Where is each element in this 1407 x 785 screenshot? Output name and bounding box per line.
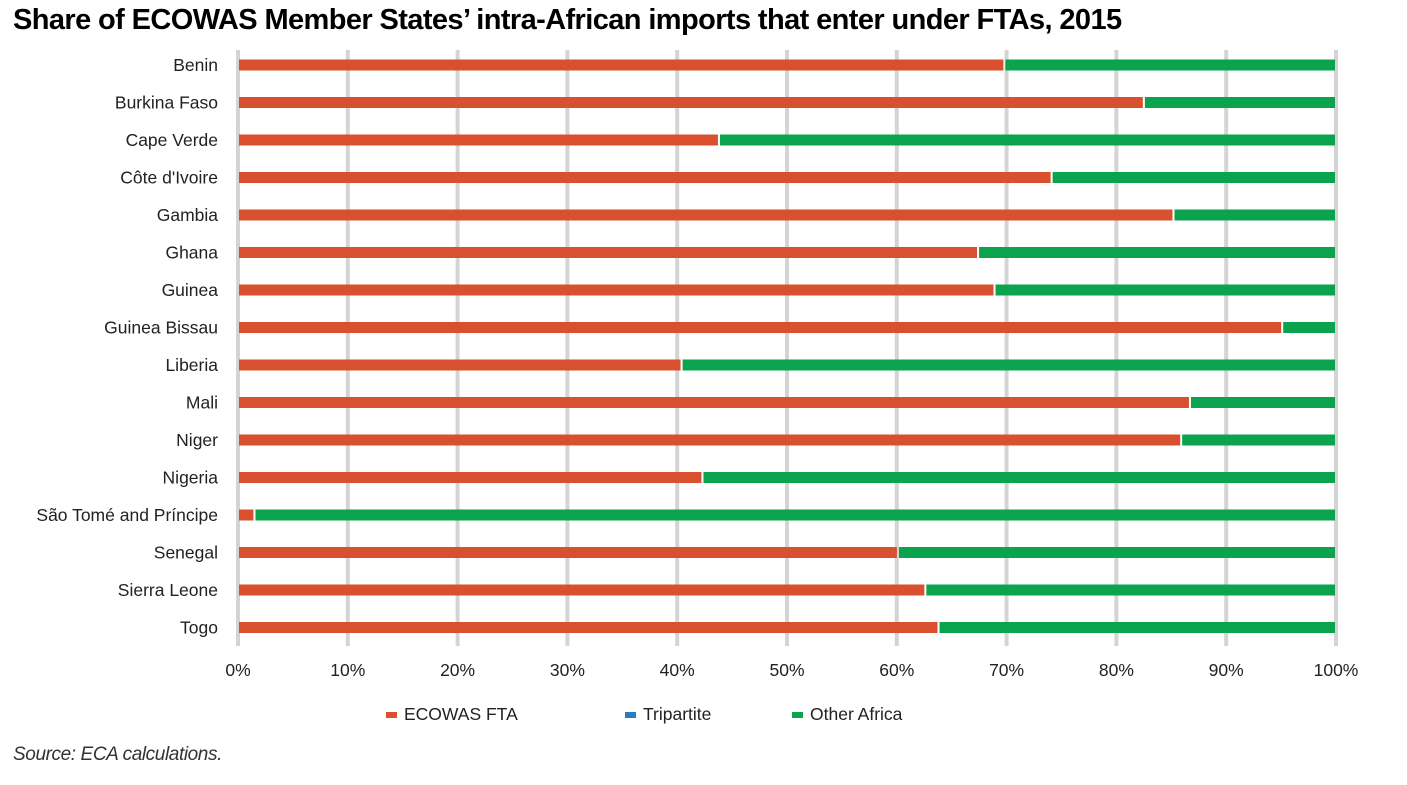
- x-tick-label: 40%: [660, 660, 695, 680]
- bar-ecowas-fta: [239, 622, 938, 633]
- category-label: Niger: [176, 430, 218, 450]
- bar-other-africa: [1190, 397, 1335, 408]
- category-label: Burkina Faso: [115, 93, 218, 113]
- legend-label-tripartite: Tripartite: [643, 704, 712, 724]
- chart-plot: Benin Burkina Faso Cape Verde Côte d'Ivoire…: [36, 50, 1358, 680]
- category-label: Guinea Bissau: [104, 318, 218, 338]
- bar-ecowas-fta: [239, 397, 1189, 408]
- bar-other-africa: [926, 584, 1335, 596]
- bar-other-africa: [939, 622, 1335, 633]
- x-tick-label: 60%: [879, 660, 914, 680]
- bars: [239, 59, 1336, 633]
- category-label: Benin: [173, 55, 218, 75]
- bar-ecowas-fta: [239, 209, 1173, 221]
- category-label: Nigeria: [163, 468, 219, 488]
- x-tick-label: 50%: [769, 660, 804, 680]
- x-tick-label: 90%: [1209, 660, 1244, 680]
- bar-ecowas-fta: [239, 509, 254, 521]
- bar-ecowas-fta: [239, 472, 702, 483]
- legend-item-tripartite: Tripartite: [625, 704, 711, 725]
- bar-ecowas-fta: [239, 172, 1051, 183]
- bar-other-africa: [255, 509, 1336, 521]
- x-tick-label: 30%: [550, 660, 585, 680]
- bar-ecowas-fta: [239, 97, 1143, 108]
- category-label: Cape Verde: [126, 130, 218, 150]
- x-tick-label: 100%: [1314, 660, 1359, 680]
- gridlines: [236, 50, 1338, 646]
- category-label: Senegal: [154, 543, 218, 563]
- category-label: Gambia: [157, 205, 219, 225]
- x-tick-label: 10%: [330, 660, 365, 680]
- bar-other-africa: [719, 134, 1335, 146]
- bar-ecowas-fta: [239, 284, 994, 296]
- category-label: Côte d'Ivoire: [120, 168, 218, 188]
- bar-other-africa: [979, 247, 1335, 258]
- legend-item-ecowas-fta: ECOWAS FTA: [386, 704, 518, 725]
- legend-swatch-ecowas-fta: [386, 711, 397, 718]
- legend-label-other-africa: Other Africa: [810, 704, 903, 724]
- chart-title: Share of ECOWAS Member States’ intra-Afr…: [13, 4, 1122, 36]
- bar-other-africa: [1005, 59, 1335, 71]
- bar-ecowas-fta: [239, 247, 978, 258]
- bar-ecowas-fta: [239, 134, 718, 146]
- bar-other-africa: [1144, 97, 1335, 108]
- x-tick-label: 80%: [1099, 660, 1134, 680]
- legend-item-other-africa: Other Africa: [792, 704, 902, 725]
- bar-other-africa: [995, 284, 1335, 296]
- source-note: Source: ECA calculations.: [13, 744, 222, 765]
- category-labels: Benin Burkina Faso Cape Verde Côte d'Ivoire…: [36, 55, 218, 638]
- legend-swatch-other-africa: [792, 711, 803, 718]
- bar-ecowas-fta: [239, 59, 1004, 71]
- bar-other-africa: [1052, 172, 1335, 183]
- category-label: Togo: [180, 618, 218, 638]
- x-tick-labels: 0% 10% 20% 30% 40% 50% 60% 70% 80% 90% 100%: [225, 660, 1358, 680]
- bar-ecowas-fta: [239, 584, 925, 596]
- category-label: Sierra Leone: [118, 580, 218, 600]
- category-label: Ghana: [165, 243, 218, 263]
- x-tick-label: 20%: [440, 660, 475, 680]
- category-label: Guinea: [162, 280, 219, 300]
- bar-ecowas-fta: [239, 434, 1181, 446]
- category-label: Mali: [186, 393, 218, 413]
- category-label: São Tomé and Príncipe: [36, 505, 218, 525]
- bar-other-africa: [1174, 209, 1335, 221]
- x-tick-label: 70%: [989, 660, 1024, 680]
- bar-other-africa: [1283, 322, 1335, 333]
- bar-other-africa: [1182, 434, 1335, 446]
- bar-ecowas-fta: [239, 547, 897, 558]
- bar-ecowas-fta: [239, 322, 1282, 333]
- bar-ecowas-fta: [239, 359, 681, 371]
- bar-other-africa: [682, 359, 1335, 371]
- legend-label-ecowas-fta: ECOWAS FTA: [404, 704, 518, 724]
- x-tick-label: 0%: [225, 660, 250, 680]
- bar-other-africa: [898, 547, 1335, 558]
- bar-other-africa: [703, 472, 1335, 483]
- legend-swatch-tripartite: [625, 711, 636, 718]
- category-label: Liberia: [165, 355, 218, 375]
